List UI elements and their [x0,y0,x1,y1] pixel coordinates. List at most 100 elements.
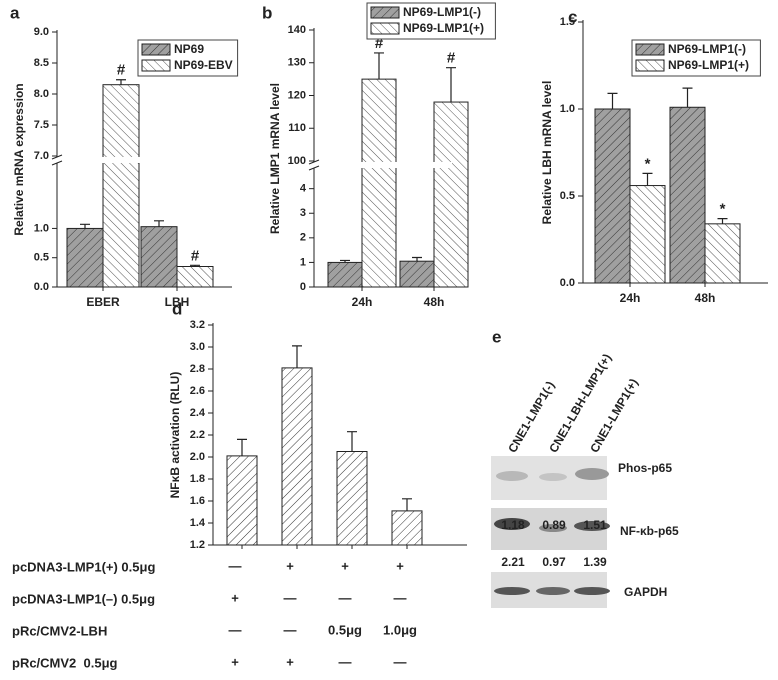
y-tick-label: 2.2 [190,429,205,441]
error-bar [154,220,164,227]
row-label: NF-κb-p65 [620,524,679,538]
x-tick-label: EBER [86,295,120,309]
condition-cell: — [394,654,407,669]
legend-swatch [635,43,665,56]
band [494,518,530,530]
condition-cell: + [341,558,349,573]
panel-letter: a [10,3,20,22]
bar [361,78,397,288]
bar [336,451,368,546]
error-bar [717,218,728,224]
bar [66,227,104,288]
condition-cell: — [229,622,242,637]
legend-swatch [635,59,665,72]
x-tick-label: LBH [165,295,190,309]
y-tick-label: 7.5 [34,119,49,131]
band-value: 1.39 [583,555,607,569]
significance-marker: # [191,247,200,264]
y-tick-label: 4 [300,183,307,195]
error-bar [412,256,422,262]
y-tick-label: 1.4 [190,517,206,529]
condition-cell: — [339,654,352,669]
y-axis-label: Relative LMP1 mRNA level [268,83,282,234]
y-tick-label: 8.0 [34,88,49,100]
error-bar [190,264,200,267]
y-axis-label: Relative mRNA expression [12,83,26,235]
axis-break [51,157,232,163]
condition-cell: 0.5μg [328,622,362,637]
y-tick-label: 1.5 [560,16,575,28]
y-tick-label: 2.4 [190,407,206,419]
y-axis-label: Relative LBH mRNA level [540,81,554,225]
condition-cell: + [286,654,294,669]
error-bar [642,172,653,186]
bar-chart: a Relative mRNA expression 0.0 0.5 1.0 7.0 7.5… [10,3,239,309]
condition-cell: + [396,558,404,573]
bar [176,266,214,288]
error-bar [374,52,384,80]
error-bar [347,431,357,452]
legend-label: NP69-LMP1(+) [668,58,749,72]
blot-panel: e CNE1-LMP1(-) CNE1-LBH-LMP1(+) CNE1-LMP… [491,327,679,608]
y-tick-label: 2.6 [190,385,205,397]
bar [629,185,666,284]
axis-break-gap [55,157,59,163]
panel-letter: e [492,327,501,346]
error-bar [237,438,247,456]
y-tick-label: 2.0 [190,451,205,463]
x-tick-label: 24h [352,295,373,309]
band [494,587,530,595]
y-tick-label: 100 [288,155,306,167]
condition-label: pcDNA3-LMP1(+) 0.5μg [12,559,155,574]
condition-cell: 1.0μg [383,622,417,637]
error-bar [446,67,456,103]
bar-chart: d NFκB activation (RLU) 1.2 1.4 1.6 1.8 2.0 2.2… [12,299,467,670]
condition-cell: — [284,590,297,605]
error-bar [116,79,126,85]
y-tick-label: 130 [288,57,306,69]
bar [281,367,313,546]
y-tick-label: 0 [300,281,306,293]
band [574,587,610,595]
significance-marker: # [447,50,456,67]
bar [102,84,140,288]
legend-label: NP69-LMP1(+) [403,21,484,35]
axis-break [308,162,452,168]
bar [140,226,178,288]
y-axis-label: NFκB activation (RLU) [168,372,182,499]
error-bar [340,259,350,263]
band [539,524,567,532]
y-tick-label: 120 [288,89,306,101]
legend-label: NP69 [174,42,204,56]
bar [226,455,258,546]
condition-cell: — [284,622,297,637]
band-value: 0.97 [542,555,566,569]
y-tick-label: 0.0 [34,281,49,293]
significance-marker: # [375,35,384,52]
bar-chart: b Relative LMP1 mRNA level 0 1 2 3 4 100 110 120 1… [262,2,496,309]
axis-break-mark [308,165,320,171]
y-tick-label: 1.0 [560,103,575,115]
significance-marker: * [645,155,651,172]
legend-label: NP69-LMP1(-) [668,42,746,56]
row-label: Phos-p65 [618,461,672,475]
error-bar [607,92,618,109]
y-tick-label: 3.2 [190,319,205,331]
band [575,468,609,480]
y-tick-label: 0.5 [560,190,575,202]
y-tick-label: 9.0 [34,26,49,38]
band [574,521,610,531]
y-tick-label: 7.0 [34,150,49,162]
condition-cell: — [339,590,352,605]
bar [704,223,741,284]
band [496,471,528,481]
bar [594,108,631,284]
x-tick-label: 24h [620,291,641,305]
condition-label: pcDNA3-LMP1(–) 0.5μg [12,591,155,606]
legend-label: NP69-EBV [174,58,233,72]
error-bar [682,87,693,108]
y-tick-label: 8.5 [34,57,49,69]
y-tick-label: 140 [288,24,306,36]
